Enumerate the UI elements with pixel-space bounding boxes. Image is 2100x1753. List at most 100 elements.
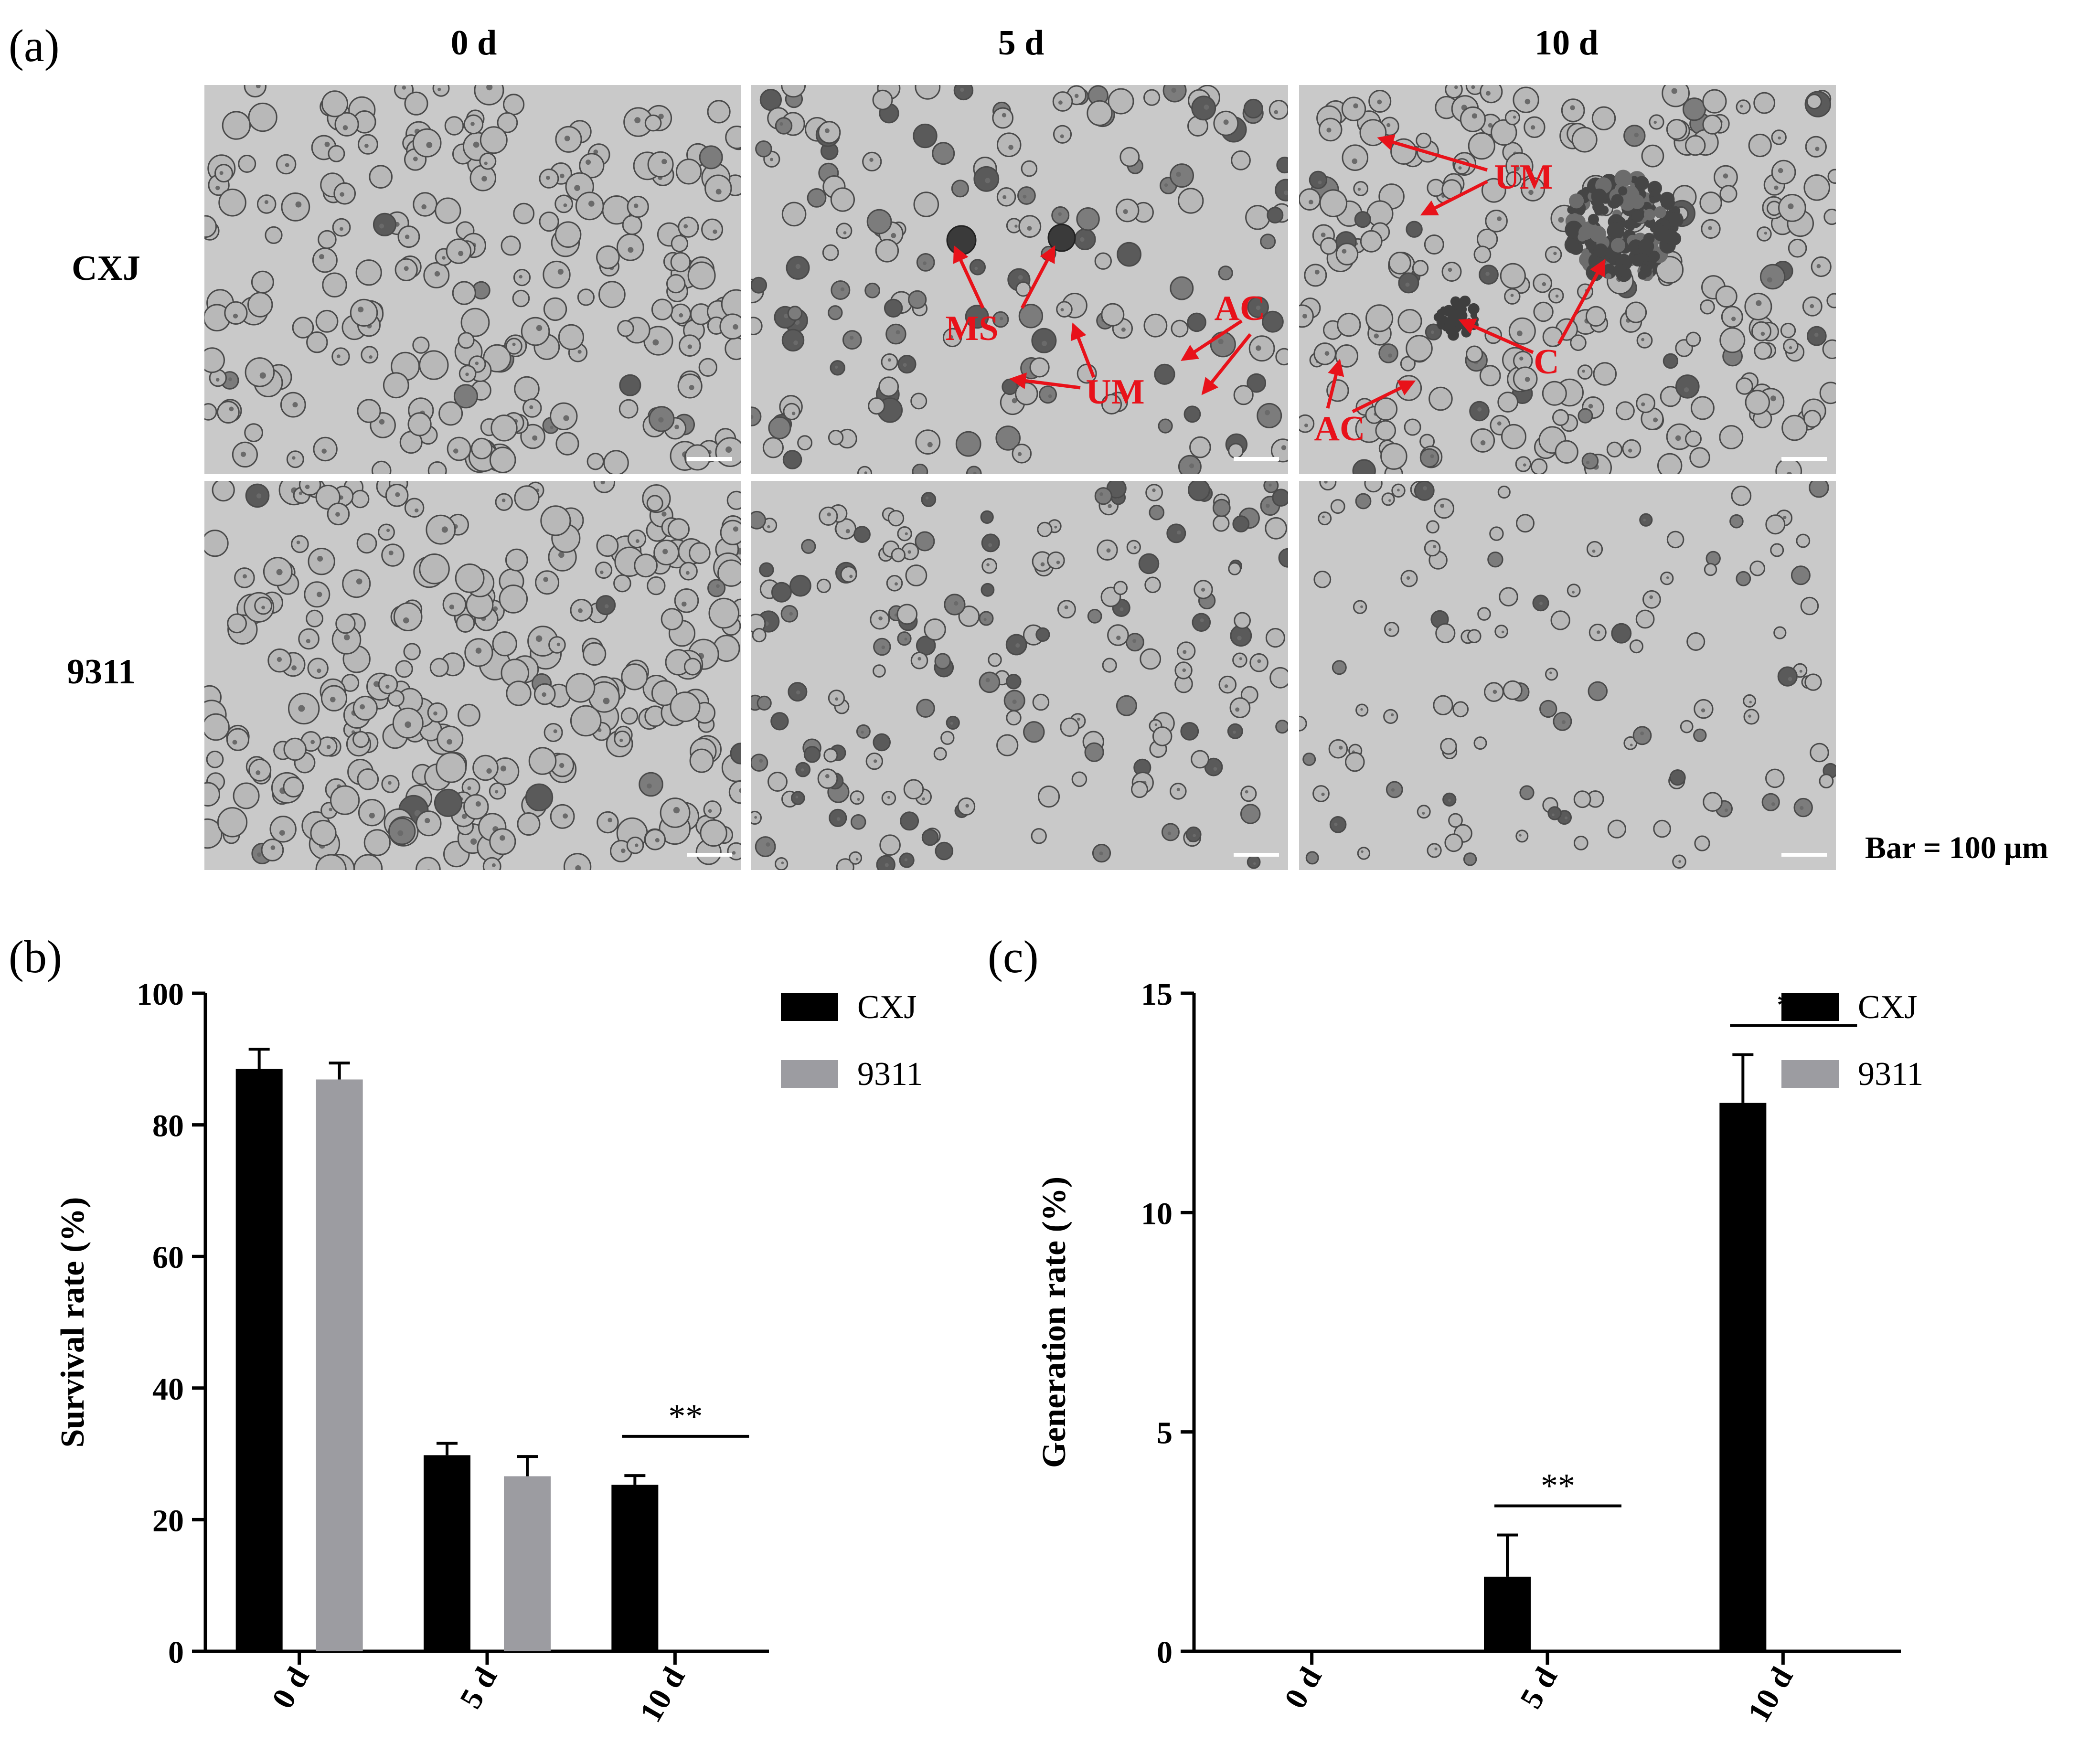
- protoplast-cell: [356, 533, 377, 554]
- protoplast-cell: [1754, 341, 1772, 360]
- cell-nucleus: [296, 541, 300, 544]
- cell-nucleus: [960, 87, 964, 92]
- cell-nucleus: [261, 606, 265, 610]
- protoplast-cell: [896, 604, 918, 625]
- protoplast-cell: [1154, 363, 1175, 385]
- cell-nucleus: [1800, 806, 1804, 810]
- protoplast-cell: [256, 194, 277, 214]
- cell-nucleus: [1597, 630, 1600, 634]
- protoplast-cell: [783, 403, 800, 421]
- cell-nucleus: [1558, 217, 1564, 223]
- arrow-um-3: [1377, 134, 1488, 172]
- protoplast-cell: [1158, 418, 1173, 434]
- protoplast-cell: [1743, 694, 1757, 708]
- cell-nucleus: [1074, 94, 1079, 98]
- protoplast-cell: [1497, 392, 1519, 413]
- protoplast-cell: [1736, 377, 1753, 395]
- protoplast-cell: [458, 332, 475, 349]
- cell-nucleus: [1324, 481, 1328, 484]
- protoplast-cell: [791, 791, 805, 806]
- protoplast-cell: [281, 192, 310, 222]
- error-bar: [517, 1455, 538, 1477]
- protoplast-cell: [369, 165, 393, 189]
- callus-cell: [1565, 221, 1583, 239]
- protoplast-cell: [513, 202, 535, 224]
- protoplast-cell: [1719, 185, 1738, 203]
- cell-nucleus: [1054, 525, 1057, 529]
- protoplast-cell: [438, 401, 463, 426]
- cell-nucleus: [558, 552, 565, 558]
- cell-nucleus: [475, 801, 481, 807]
- cell-nucleus: [564, 136, 570, 141]
- protoplast-cell: [1171, 319, 1189, 338]
- protoplast-cell: [1180, 722, 1199, 741]
- error-bar: [248, 1048, 270, 1069]
- cell-nucleus: [887, 358, 891, 362]
- cell-nucleus: [532, 435, 538, 441]
- protoplast-cell: [1736, 571, 1751, 586]
- protoplast-cell: [1508, 317, 1536, 345]
- protoplast-cell: [333, 182, 356, 205]
- cell-nucleus: [1326, 127, 1332, 133]
- protoplast-cell: [965, 305, 989, 329]
- cell-nucleus: [1778, 136, 1781, 140]
- callus-cell: [1591, 188, 1607, 204]
- protoplast-cell: [429, 658, 449, 677]
- protoplast-cell: [921, 492, 937, 507]
- protoplast-cell: [1012, 444, 1032, 464]
- protoplast-cell: [447, 436, 471, 461]
- protoplast-cell: [1247, 373, 1267, 393]
- protoplast-cell: [1412, 260, 1429, 276]
- protoplast-cell: [1342, 144, 1369, 171]
- protoplast-cell: [897, 355, 917, 374]
- cell-nucleus: [985, 178, 991, 183]
- cell-nucleus: [557, 268, 564, 275]
- y-tick-label: 0: [168, 1635, 184, 1670]
- protoplast-cell: [1170, 276, 1194, 300]
- error-bar: [437, 1442, 458, 1456]
- cell-nucleus: [321, 448, 327, 454]
- cell-nucleus: [796, 690, 800, 695]
- protoplast-cell: [781, 202, 807, 227]
- cell-nucleus: [1274, 110, 1279, 115]
- cell-nucleus: [484, 161, 488, 165]
- cell-nucleus: [1204, 105, 1209, 110]
- protoplast-cell: [876, 855, 895, 870]
- cell-nucleus: [861, 731, 864, 734]
- protoplast-cell: [1753, 92, 1776, 114]
- protoplast-cell: [412, 336, 430, 354]
- protoplast-cell: [1468, 132, 1495, 160]
- protoplast-cell: [434, 788, 463, 817]
- cell-nucleus: [1485, 272, 1490, 276]
- cell-nucleus: [1154, 723, 1158, 726]
- cell-nucleus: [1388, 499, 1391, 502]
- protoplast-cell: [1573, 790, 1591, 808]
- protoplast-cell: [1071, 771, 1087, 787]
- protoplast-cell: [298, 481, 321, 496]
- protoplast-cell: [1318, 511, 1332, 526]
- cell-nucleus: [965, 804, 969, 808]
- protoplast-cell: [1378, 343, 1398, 363]
- cell-nucleus: [1749, 701, 1752, 703]
- cell-nucleus: [421, 204, 426, 210]
- cell-nucleus: [1266, 503, 1270, 508]
- cell-nucleus: [529, 405, 533, 409]
- cell-nucleus: [635, 843, 639, 847]
- bar-cxj: [611, 1485, 659, 1651]
- cell-nucleus: [1523, 463, 1526, 467]
- cell-nucleus: [1334, 822, 1338, 826]
- protoplast-cell: [1770, 543, 1784, 557]
- row-label-9311: 9311: [67, 652, 136, 691]
- protoplast-cell: [1047, 551, 1065, 570]
- protoplast-cell: [206, 750, 224, 768]
- cell-nucleus: [1675, 435, 1681, 441]
- protoplast-cell: [419, 553, 450, 584]
- y-tick-label: 100: [137, 977, 184, 1012]
- protoplast-cell: [1771, 159, 1796, 185]
- cell-nucleus: [593, 149, 598, 154]
- protoplast-cell: [1805, 136, 1827, 158]
- callus-cell: [1459, 296, 1471, 307]
- protoplast-cell: [1516, 514, 1535, 533]
- protoplast-cell: [1494, 625, 1508, 638]
- protoplast-cell: [1729, 514, 1744, 529]
